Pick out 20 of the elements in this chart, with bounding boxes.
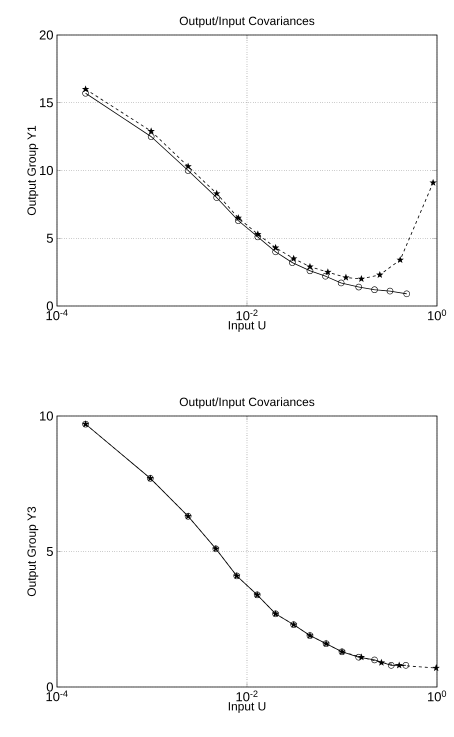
- x-tick-label: 10$^{-4}$: [46, 310, 68, 320]
- x-tick-label: 10$^{-4}$: [46, 690, 68, 702]
- x-tick-label: 10$^{0}$: [428, 690, 446, 702]
- y-tick-label: 0: [46, 682, 53, 692]
- x-tick-label: 10$^{-2}$: [236, 690, 258, 702]
- y-tick-label: 10: [40, 411, 53, 421]
- x-tick-label: 10$^{0}$: [428, 310, 446, 320]
- chart-title: Output/Input Covariances: [180, 16, 314, 28]
- chart-title: Output/Input Covariances: [180, 397, 314, 408]
- y-tick-label: 15: [40, 98, 53, 108]
- y-tick-label: 5: [46, 234, 53, 243]
- y-axis-title: Output Group Y1: [27, 126, 38, 216]
- x-tick-label: 10$^{-2}$: [236, 310, 258, 320]
- y-tick-label: 0: [46, 301, 53, 311]
- y-tick-label: 20: [40, 30, 53, 40]
- y-tick-label: 10: [40, 166, 53, 176]
- x-axis-title: Input U: [228, 702, 266, 713]
- y-axis-title: Output Group Y3: [27, 506, 38, 596]
- x-axis-title: Input U: [228, 321, 266, 332]
- y-tick-label: 5: [46, 546, 53, 556]
